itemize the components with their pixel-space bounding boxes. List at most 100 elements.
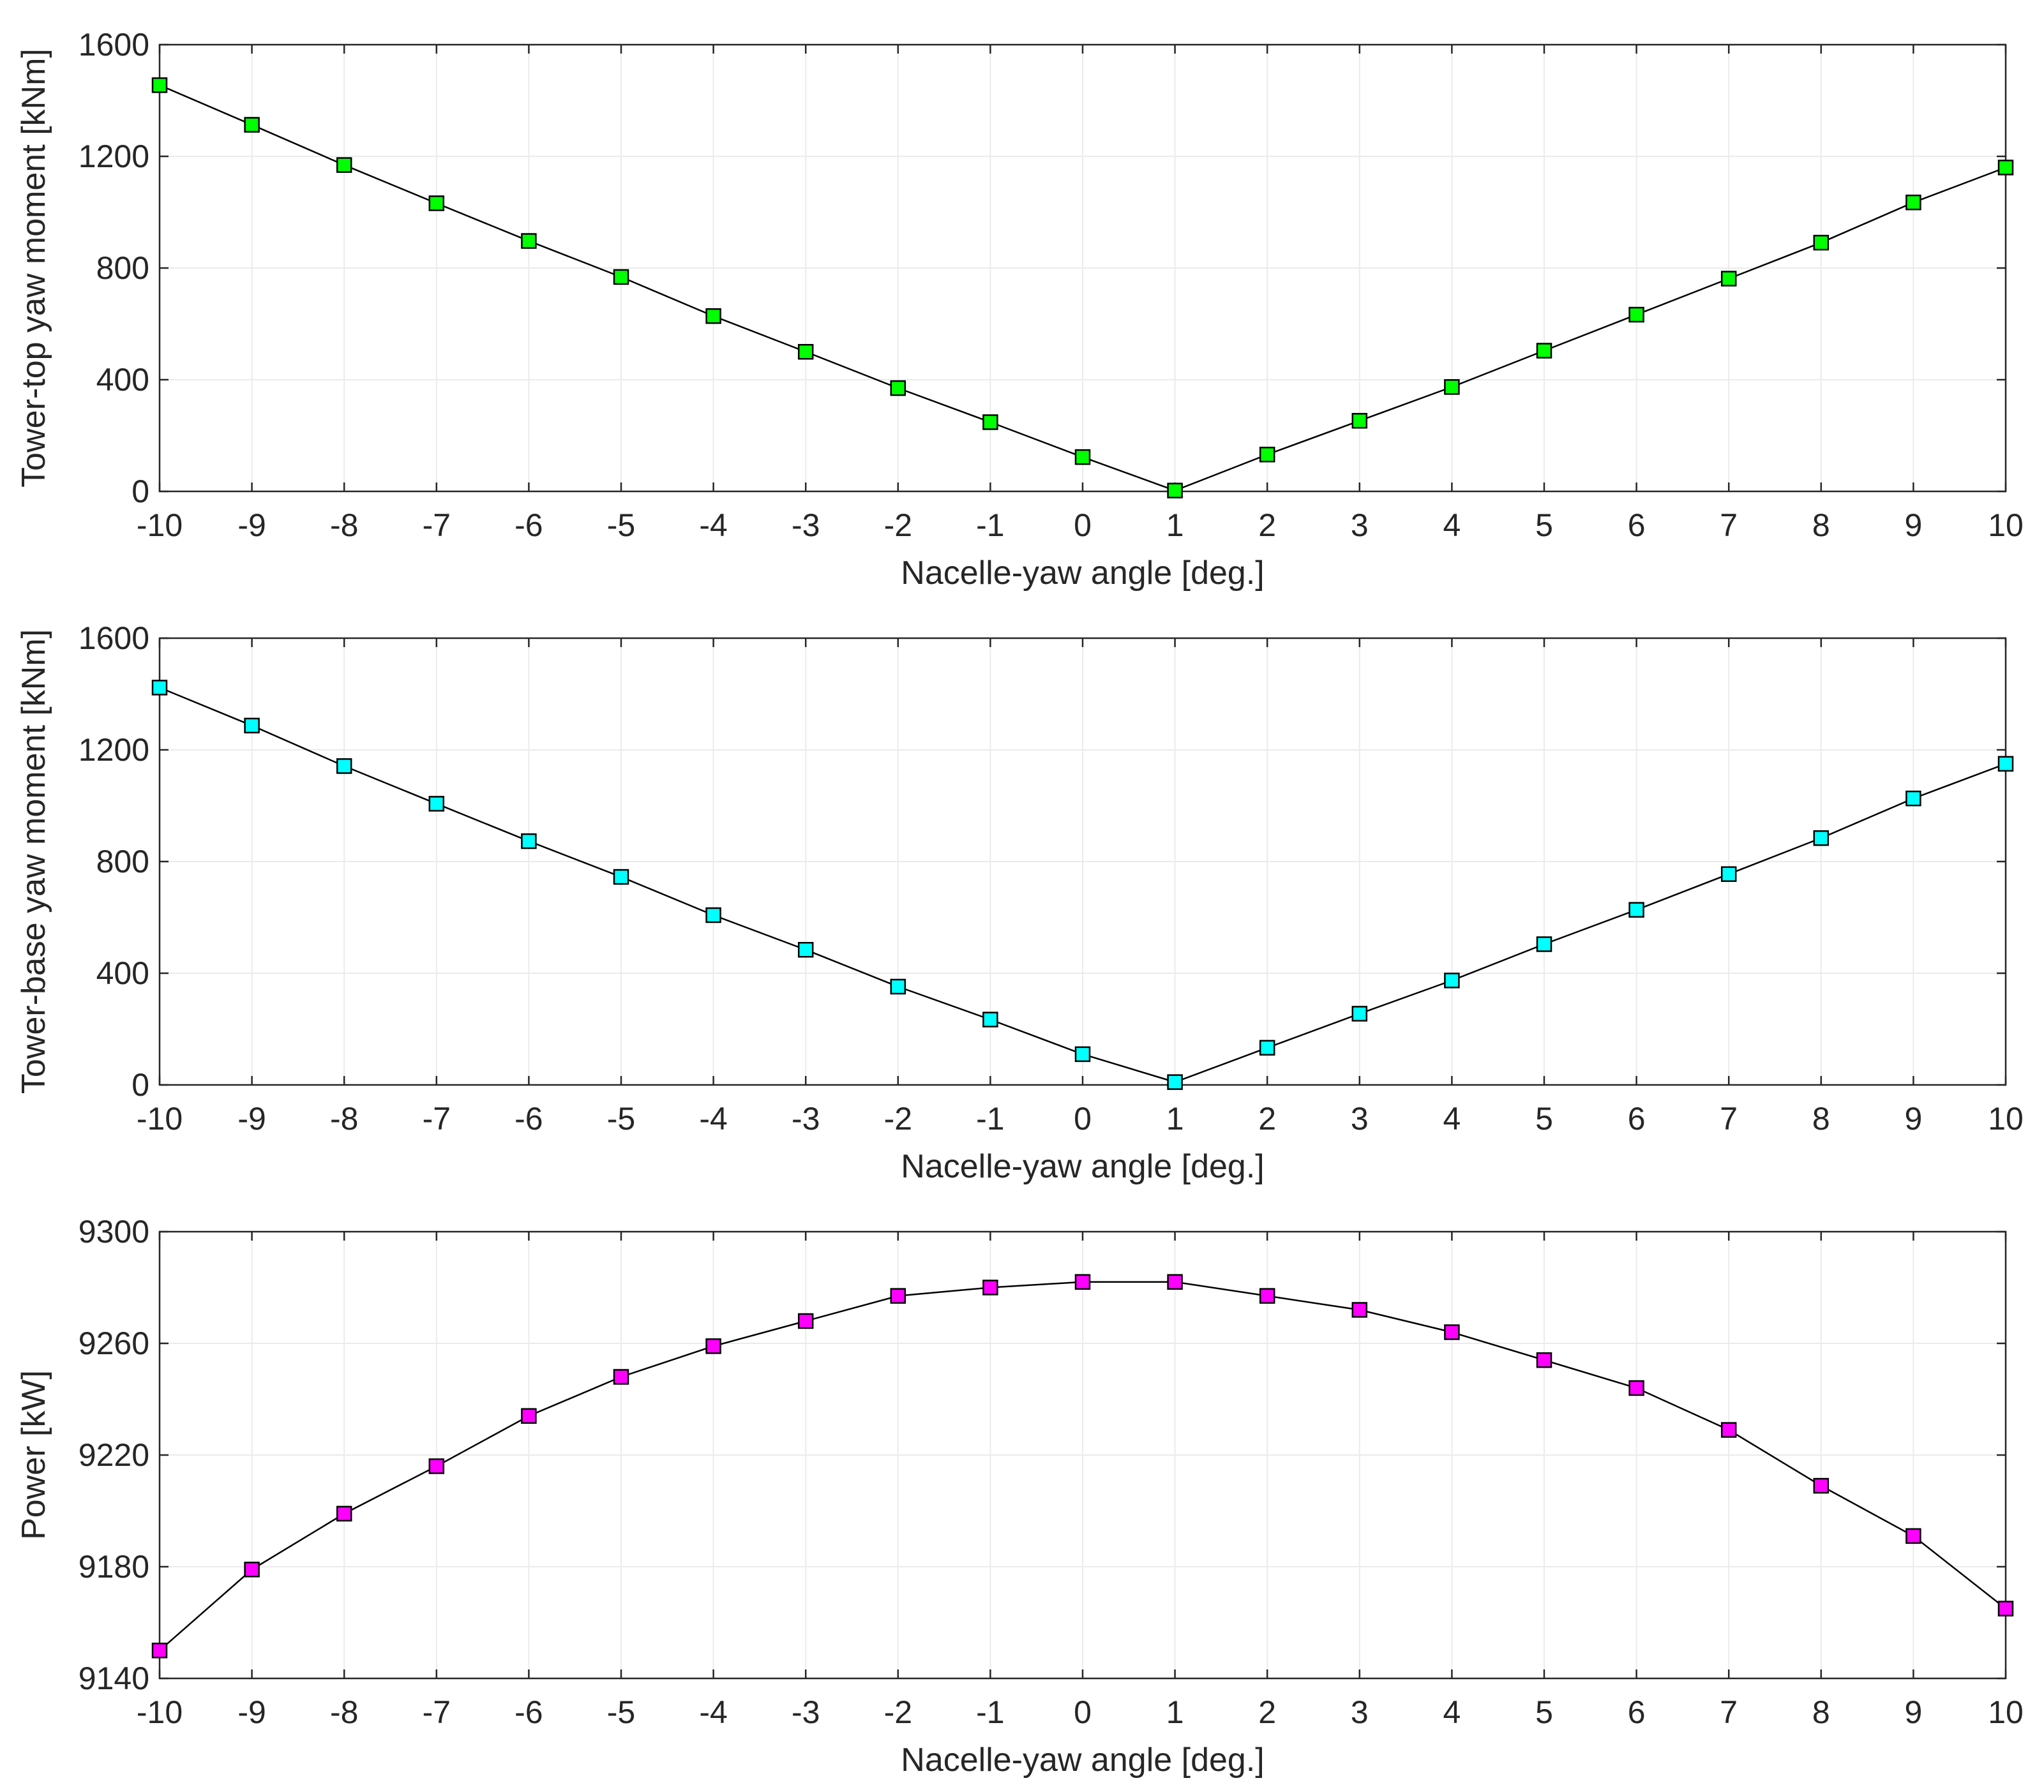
data-point-marker bbox=[336, 758, 352, 774]
data-point-marker bbox=[1444, 1324, 1460, 1340]
data-point-marker bbox=[336, 1505, 352, 1522]
x-tick-label: -8 bbox=[330, 1694, 358, 1730]
data-point-marker bbox=[428, 796, 445, 812]
data-point-marker bbox=[336, 157, 352, 173]
x-axis-label: Nacelle-yaw angle [deg.] bbox=[901, 555, 1264, 592]
data-point-marker bbox=[1074, 1046, 1091, 1063]
x-tick-label: -1 bbox=[976, 1101, 1004, 1137]
y-tick-label: 9220 bbox=[79, 1437, 149, 1473]
chart-panel-1: -10 -9 -8 -7 -6 -5 -4 -3 -2 -1 0 1 2 3 4 5 6 7 8 9 100400800… bbox=[15, 27, 2024, 592]
data-point-marker bbox=[613, 869, 629, 885]
x-tick-label: 1 bbox=[1166, 507, 1184, 543]
data-point-marker bbox=[1259, 1288, 1275, 1304]
data-point-marker bbox=[1536, 343, 1552, 359]
y-tick-label: 1200 bbox=[79, 138, 149, 174]
y-tick-label: 800 bbox=[96, 250, 149, 286]
x-tick-label: -3 bbox=[792, 1694, 820, 1730]
data-point-marker bbox=[428, 195, 445, 211]
x-tick-label: -4 bbox=[699, 1694, 727, 1730]
data-point-marker bbox=[1351, 1006, 1368, 1022]
x-tick-label: -5 bbox=[607, 1101, 635, 1137]
x-tick-label: 5 bbox=[1535, 1694, 1553, 1730]
y-tick-label: 400 bbox=[96, 362, 149, 398]
data-point-marker bbox=[1628, 1380, 1644, 1396]
data-point-marker bbox=[797, 344, 814, 360]
y-tick-label: 9180 bbox=[79, 1549, 149, 1585]
x-tick-label: 5 bbox=[1535, 1101, 1553, 1137]
x-tick-label: 10 bbox=[1988, 507, 2024, 543]
y-tick-label: 9260 bbox=[79, 1325, 149, 1361]
data-point-marker bbox=[1905, 1528, 1921, 1544]
y-axis-label: Power [kW] bbox=[15, 1370, 52, 1540]
x-tick-label: -7 bbox=[423, 507, 451, 543]
x-tick-label: -1 bbox=[976, 1694, 1004, 1730]
data-point-marker bbox=[521, 1408, 537, 1424]
x-tick-label: -6 bbox=[515, 507, 543, 543]
data-point-marker bbox=[244, 717, 260, 734]
data-point-marker bbox=[1905, 194, 1921, 211]
x-tick-label: 4 bbox=[1443, 1694, 1461, 1730]
data-point-marker bbox=[1997, 160, 2014, 175]
x-tick-label: 4 bbox=[1443, 1101, 1461, 1137]
x-tick-label: 9 bbox=[1904, 1694, 1922, 1730]
data-point-marker bbox=[890, 978, 906, 995]
x-tick-label: 8 bbox=[1812, 1101, 1830, 1137]
x-tick-label: 1 bbox=[1166, 1694, 1184, 1730]
y-tick-label: 0 bbox=[132, 1067, 149, 1103]
data-point-marker bbox=[1813, 234, 1830, 251]
data-point-marker bbox=[705, 907, 721, 923]
data-point-marker bbox=[1351, 413, 1368, 429]
y-tick-label: 1600 bbox=[79, 27, 149, 63]
data-point-marker bbox=[890, 380, 906, 396]
data-point-marker bbox=[1351, 1302, 1368, 1318]
x-tick-label: 9 bbox=[1904, 507, 1922, 543]
data-point-marker bbox=[982, 1012, 998, 1027]
x-tick-label: -5 bbox=[607, 1694, 635, 1730]
x-tick-label: -7 bbox=[423, 1101, 451, 1137]
x-tick-label: 10 bbox=[1988, 1694, 2024, 1730]
data-point-marker bbox=[982, 1280, 998, 1295]
data-point-marker bbox=[1905, 790, 1921, 807]
x-tick-label: 2 bbox=[1258, 1694, 1276, 1730]
data-point-marker bbox=[1167, 482, 1183, 498]
data-point-marker bbox=[1167, 1074, 1183, 1090]
x-tick-label: 3 bbox=[1351, 1694, 1369, 1730]
x-tick-label: -10 bbox=[137, 1694, 183, 1730]
data-point-marker bbox=[797, 942, 814, 958]
data-point-marker bbox=[1997, 1601, 2014, 1617]
chart-panel-2: -10 -9 -8 -7 -6 -5 -4 -3 -2 -1 0 1 2 3 4 5 6 7 8 9 100400800… bbox=[15, 620, 2024, 1185]
x-tick-label: 3 bbox=[1351, 1101, 1369, 1137]
x-tick-label: -8 bbox=[330, 507, 358, 543]
data-point-marker bbox=[1813, 1477, 1830, 1494]
x-tick-label: -10 bbox=[137, 1101, 183, 1137]
x-axis-label: Nacelle-yaw angle [deg.] bbox=[901, 1742, 1264, 1779]
x-tick-label: -4 bbox=[699, 507, 727, 543]
x-tick-label: -10 bbox=[137, 507, 183, 543]
x-tick-label: -3 bbox=[792, 1101, 820, 1137]
data-point-marker bbox=[1720, 271, 1737, 287]
x-tick-label: 0 bbox=[1074, 1694, 1092, 1730]
y-axis-label: Tower-base yaw moment [kNm] bbox=[15, 629, 52, 1094]
x-tick-label: 6 bbox=[1628, 507, 1646, 543]
x-tick-label: 10 bbox=[1988, 1101, 2024, 1137]
data-point-marker bbox=[151, 77, 168, 93]
x-tick-label: 7 bbox=[1720, 507, 1738, 543]
data-point-marker bbox=[982, 414, 998, 430]
x-tick-label: 5 bbox=[1535, 507, 1553, 543]
x-axis-label: Nacelle-yaw angle [deg.] bbox=[901, 1148, 1264, 1185]
data-point-marker bbox=[1536, 936, 1552, 952]
data-point-marker bbox=[1444, 379, 1460, 395]
y-tick-label: 9140 bbox=[79, 1661, 149, 1696]
x-tick-label: -8 bbox=[330, 1101, 358, 1137]
x-tick-label: 8 bbox=[1812, 1694, 1830, 1730]
x-tick-label: -3 bbox=[792, 507, 820, 543]
data-point-marker bbox=[705, 1338, 721, 1354]
x-tick-label: 4 bbox=[1443, 507, 1461, 543]
x-tick-label: 2 bbox=[1258, 507, 1276, 543]
data-point-marker bbox=[1628, 306, 1644, 323]
x-tick-label: -1 bbox=[976, 507, 1004, 543]
y-tick-label: 1200 bbox=[79, 732, 149, 768]
x-tick-label: -9 bbox=[237, 507, 266, 543]
data-point-marker bbox=[428, 1458, 445, 1474]
data-point-marker bbox=[1720, 866, 1737, 882]
